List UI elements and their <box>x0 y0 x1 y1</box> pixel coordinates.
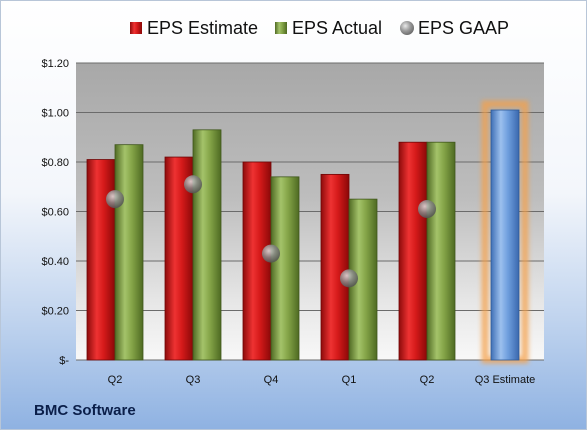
y-tick-label: $- <box>59 355 69 367</box>
y-tick-label: $0.40 <box>41 256 69 268</box>
y-tick-label: $0.60 <box>41 207 69 219</box>
legend-swatch <box>130 22 142 34</box>
eps-gaap-marker <box>418 200 436 219</box>
x-tick-label: Q3 <box>186 374 201 386</box>
legend-label: EPS Estimate <box>147 18 258 38</box>
y-tick-label: $0.20 <box>41 306 69 318</box>
legend-label: EPS GAAP <box>418 18 509 38</box>
legend-label: EPS Actual <box>292 18 382 38</box>
y-tick-label: $1.20 <box>41 58 69 70</box>
eps-estimate-bar <box>398 141 428 361</box>
x-tick-label: Q3 Estimate <box>475 374 536 386</box>
y-tick-label: $0.80 <box>41 157 69 169</box>
x-tick-label: Q4 <box>264 374 279 386</box>
eps-estimate-bar <box>86 159 116 361</box>
company-name: BMC Software <box>34 402 136 419</box>
x-tick-label: Q2 <box>108 374 123 386</box>
eps-actual-bar <box>114 144 144 361</box>
legend-swatch <box>275 22 287 34</box>
y-tick-label: $1.00 <box>41 108 69 120</box>
eps-gaap-marker <box>106 190 124 209</box>
x-tick-label: Q1 <box>342 374 357 386</box>
eps-forecast-bar <box>490 109 520 361</box>
eps-gaap-marker <box>340 269 358 288</box>
eps-actual-bar <box>426 141 456 361</box>
eps-estimate-bar <box>320 173 350 361</box>
eps-actual-bar <box>192 129 222 361</box>
x-tick-label: Q2 <box>420 374 435 386</box>
eps-gaap-marker <box>184 175 202 194</box>
eps-gaap-marker <box>262 244 280 263</box>
legend-swatch <box>400 21 414 35</box>
eps-actual-bar <box>270 176 300 361</box>
